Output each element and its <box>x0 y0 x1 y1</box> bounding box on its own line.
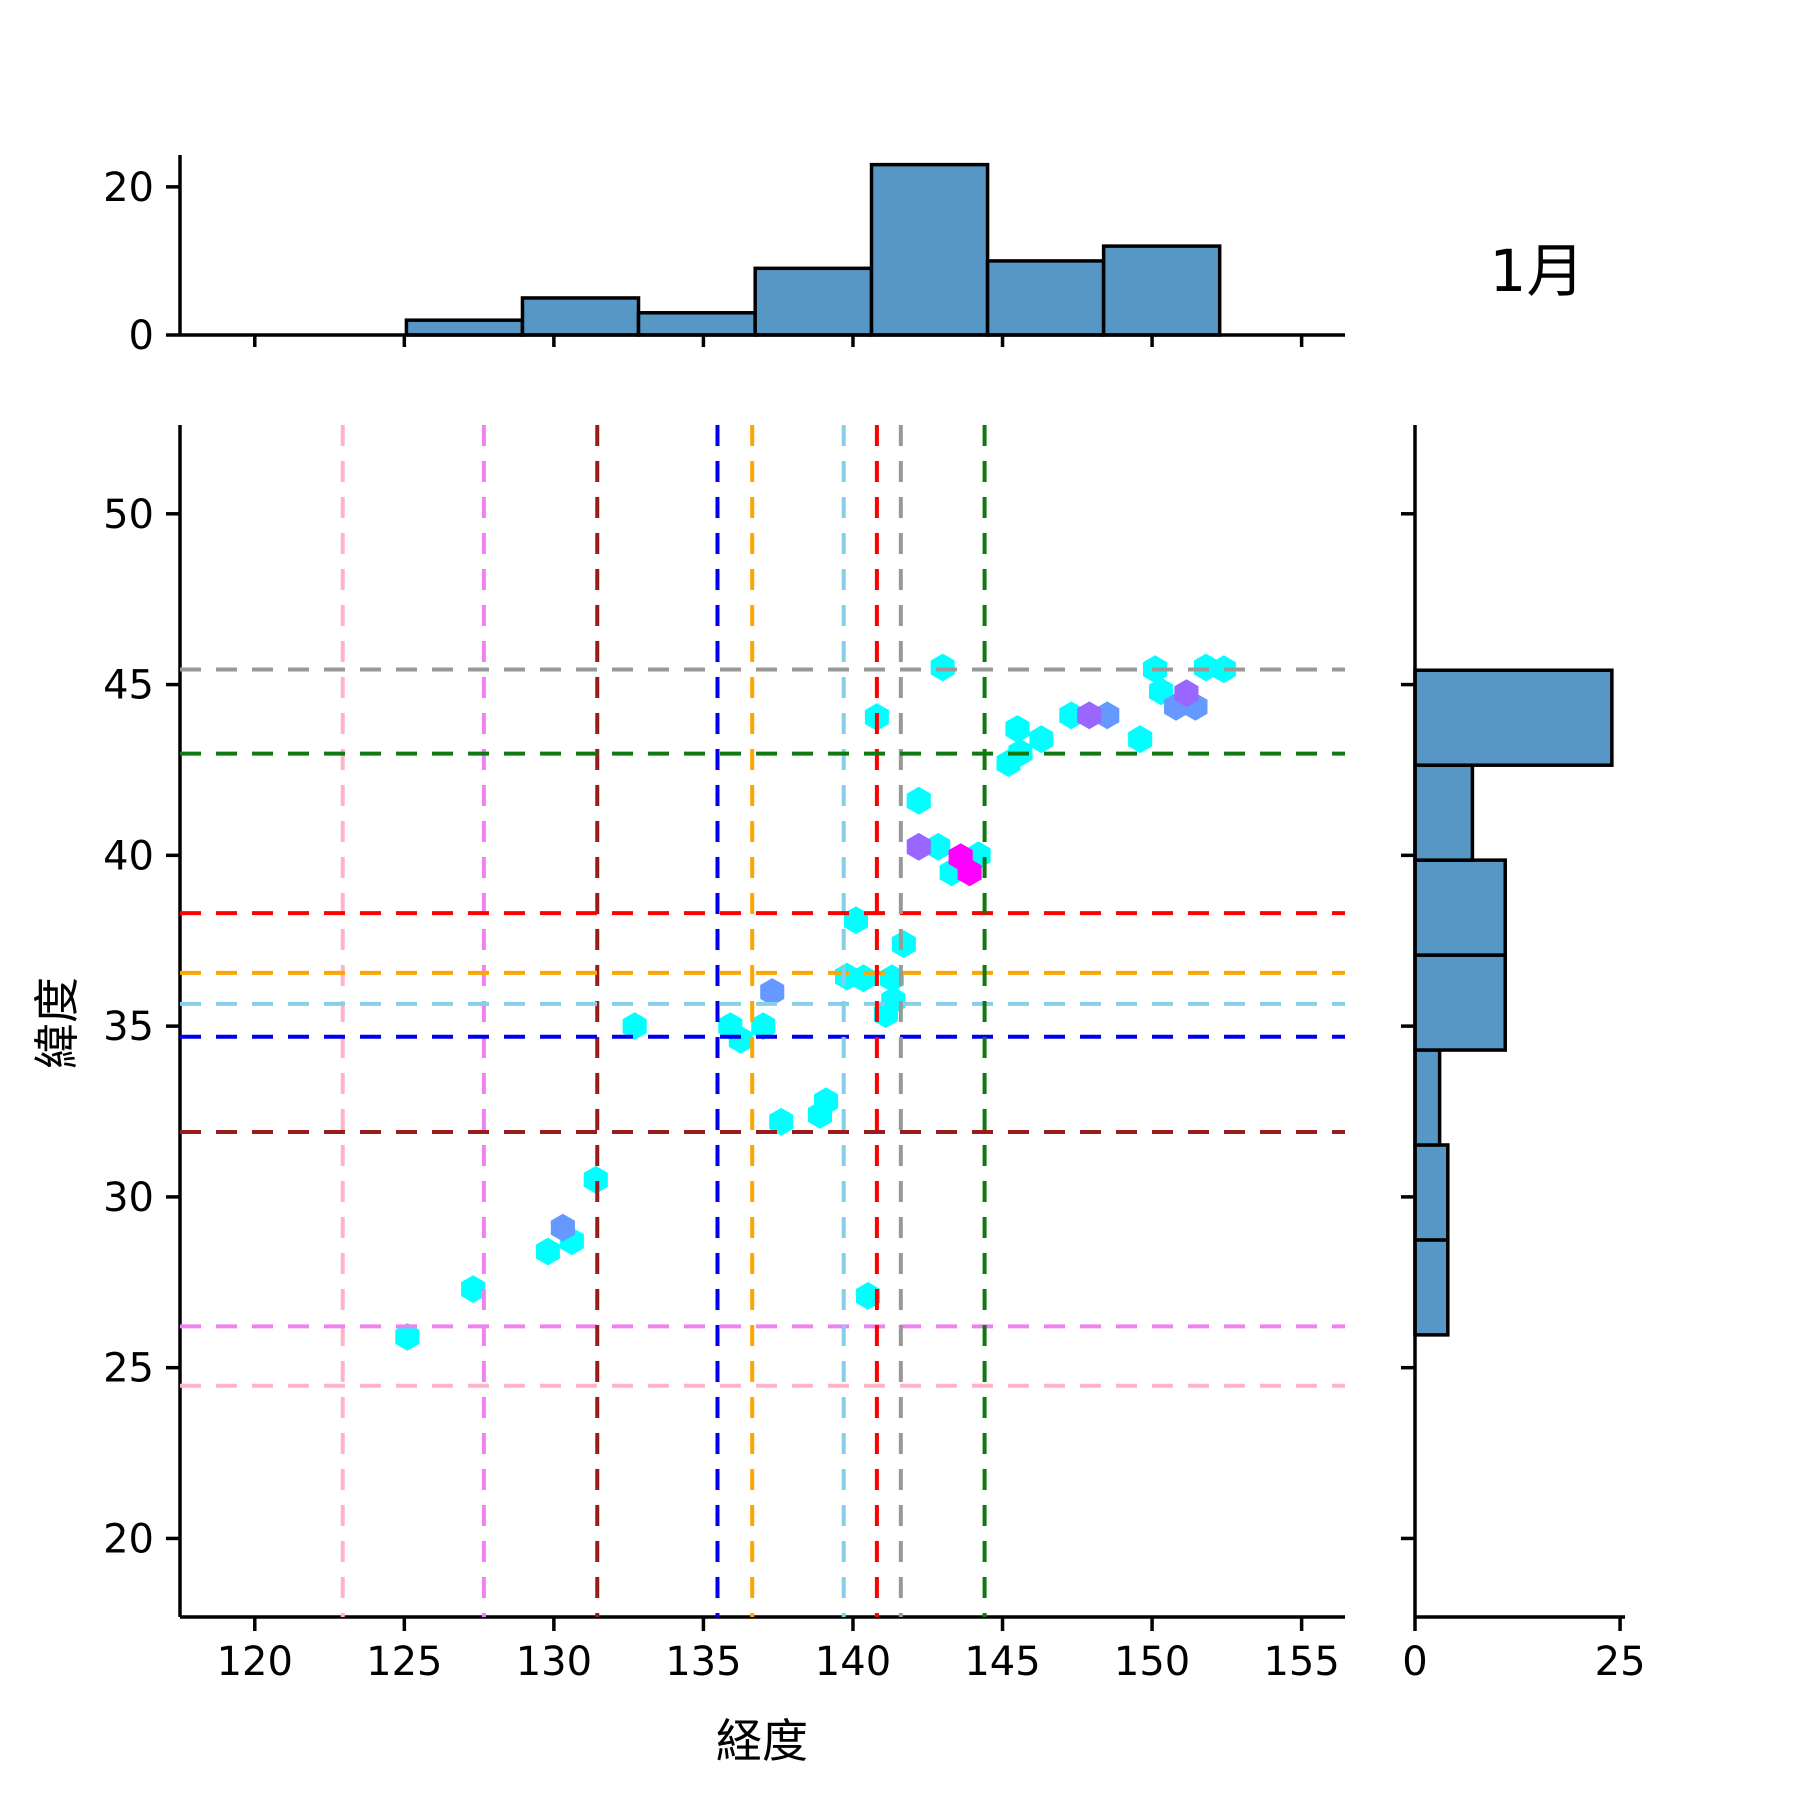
main-xtick-label: 140 <box>815 1639 891 1685</box>
scatter-point-hexagon <box>461 1275 486 1303</box>
series-cool-cmap-cyan <box>395 653 1236 1351</box>
scatter-point-hexagon <box>957 858 982 887</box>
right-hist-bar <box>1413 953 1507 1052</box>
scatter-point-hexagon <box>760 978 785 1006</box>
right-hist-xtick-label: 0 <box>1402 1639 1427 1685</box>
series-cool-cmap-purple <box>906 679 1199 861</box>
scatter-point-hexagon <box>1128 725 1153 754</box>
scatter-point-hexagon <box>906 786 931 815</box>
right-hist-bar <box>1413 763 1475 862</box>
top-hist-bar <box>1101 244 1222 337</box>
top-hist-bar <box>520 296 641 337</box>
scatter-point-hexagon <box>926 832 951 861</box>
right-hist-xtick-label: 25 <box>1595 1639 1646 1685</box>
main-xtick-label: 125 <box>366 1639 442 1685</box>
main-ytick-label: 20 <box>103 1516 154 1562</box>
x-axis-label: 経度 <box>716 1714 808 1768</box>
top-hist-bar <box>985 259 1106 337</box>
scatter-point-hexagon <box>622 1012 647 1040</box>
main-ytick-label: 30 <box>103 1175 154 1221</box>
scatter-point-hexagon <box>535 1237 560 1266</box>
scatter-point-hexagon <box>1174 679 1199 707</box>
main-ytick-label: 25 <box>103 1346 154 1392</box>
scatter-point-hexagon <box>1029 725 1054 754</box>
main-scatter: 120 125 130 135 140 145 150 155 20 25 30 35 40 45 50 <box>103 425 1345 1685</box>
right-hist-bar <box>1413 668 1614 767</box>
plot-title: 1月 <box>1489 237 1585 305</box>
main-ytick-label: 40 <box>103 833 154 879</box>
scatter-point-hexagon <box>728 1025 753 1054</box>
main-ytick-label: 45 <box>103 663 154 709</box>
scatter-point-hexagon <box>550 1213 575 1242</box>
right-hist-bar <box>1413 858 1507 957</box>
top-hist-bar <box>869 162 990 337</box>
top-hist-bar <box>404 318 525 337</box>
right-histogram: 0 25 <box>1401 425 1646 1685</box>
scatter-point-hexagon <box>808 1101 833 1129</box>
scatter-point-hexagon <box>855 1282 880 1310</box>
main-ytick-label: 35 <box>103 1004 154 1050</box>
right-hist-bar <box>1413 1238 1450 1337</box>
scatter-point-hexagon <box>395 1323 420 1351</box>
main-xtick-label: 155 <box>1263 1639 1339 1685</box>
main-xtick-label: 145 <box>964 1639 1040 1685</box>
scatter-point-hexagon <box>891 930 916 959</box>
right-hist-bar <box>1413 1048 1442 1147</box>
scatter-point-hexagon <box>1211 655 1236 684</box>
scatter-point-hexagon <box>583 1165 608 1194</box>
scatter-point-hexagon <box>769 1107 794 1136</box>
scatter-point-hexagon <box>879 964 904 993</box>
top-hist-bar <box>753 266 874 337</box>
scatter-point-hexagon <box>1005 715 1030 743</box>
y-axis-label: 緯度 <box>30 977 84 1069</box>
scatter-points <box>395 653 1236 1351</box>
city-crosshairs <box>180 425 1345 1617</box>
series-cool-cmap-magenta <box>948 843 982 887</box>
main-ytick-label: 50 <box>103 492 154 538</box>
main-xtick-label: 130 <box>516 1639 592 1685</box>
scatter-point-hexagon <box>906 832 931 861</box>
top-hist-ytick-label: 0 <box>129 313 154 359</box>
top-hist-ytick-label: 20 <box>103 165 154 211</box>
scatter-point-hexagon <box>930 653 955 682</box>
scatter-point-hexagon <box>843 906 868 935</box>
main-xtick-label: 150 <box>1114 1639 1190 1685</box>
scatter-point-hexagon <box>1077 701 1102 730</box>
top-hist-bar <box>636 311 757 337</box>
scatter-point-hexagon <box>873 1000 898 1029</box>
right-hist-bar <box>1413 1143 1450 1242</box>
scatter-point-hexagon <box>751 1012 776 1040</box>
top-histogram: 0 20 <box>103 155 1345 359</box>
scatter-point-hexagon <box>996 749 1021 777</box>
main-xtick-label: 135 <box>665 1639 741 1685</box>
main-xtick-label: 120 <box>217 1639 293 1685</box>
series-cool-cmap-blue <box>550 692 1208 1242</box>
